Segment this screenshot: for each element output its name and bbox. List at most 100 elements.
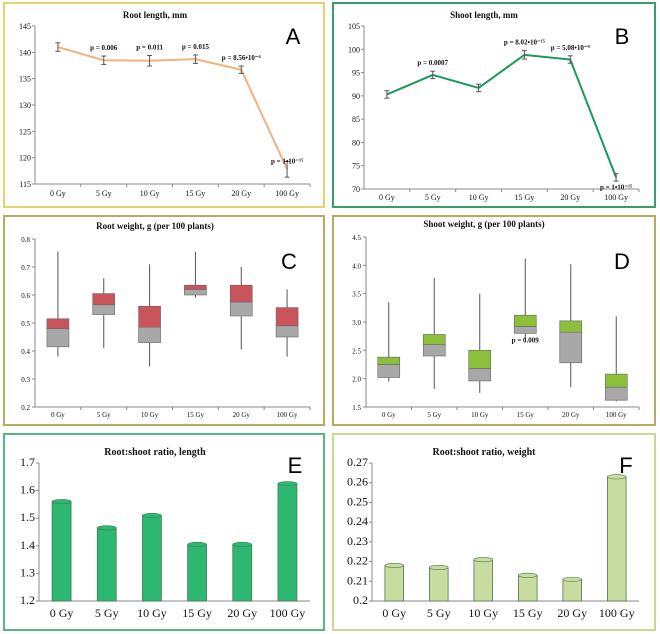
x-tick-label: 0 Gy bbox=[51, 411, 65, 419]
panel-letter: B bbox=[615, 24, 630, 49]
chart-title: Shoot weight, g (per 100 plants) bbox=[423, 219, 544, 229]
box-lower-quartile bbox=[468, 368, 492, 382]
x-tick-label: 15 Gy bbox=[513, 606, 543, 620]
y-tick-label: 0.24 bbox=[347, 514, 368, 528]
chart-shoot-length: Shoot length, mm B 70 75 80 85 90 95 100 105 0 Gy 5… bbox=[348, 10, 640, 202]
x-tick-label: 10 Gy bbox=[140, 189, 160, 198]
box-upper-quartile bbox=[92, 293, 116, 306]
box-upper-quartile bbox=[138, 305, 161, 328]
box-upper-quartile bbox=[377, 356, 401, 365]
y-tick-label: 1.6 bbox=[20, 483, 35, 497]
p-value-label: p = 1•10⁻¹⁵ bbox=[600, 183, 632, 191]
bar-cap bbox=[429, 564, 449, 570]
bar-cap bbox=[96, 525, 117, 531]
x-tick-label: 0 Gy bbox=[50, 606, 74, 620]
y-tick-label: 0.6 bbox=[21, 292, 30, 300]
panel-e-ratio-length: Root:shoot ratio, length E 1.2 1.3 1.4 1.5 1.6… bbox=[3, 433, 325, 631]
y-tick-label: 0.26 bbox=[347, 475, 368, 489]
bar-cap bbox=[232, 541, 253, 547]
x-tick-label: 15 Gy bbox=[187, 411, 205, 419]
box-lower-quartile bbox=[422, 344, 446, 357]
x-tick-label: 10 Gy bbox=[469, 193, 489, 202]
chart-root-weight: Root weight, g (per 100 plants) C 0.2 0.3 0.… bbox=[21, 221, 311, 419]
y-tick-label: 0.23 bbox=[347, 534, 368, 548]
y-tick-label: 145 bbox=[19, 22, 31, 31]
box-lower-quartile bbox=[138, 326, 161, 343]
y-tick-label: 95 bbox=[352, 69, 360, 78]
panel-letter: D bbox=[614, 249, 630, 274]
x-tick-label: 100 Gy bbox=[606, 411, 627, 419]
x-tick-label: 5 Gy bbox=[427, 411, 441, 419]
box-upper-quartile bbox=[468, 350, 492, 369]
x-tick-label: 20 Gy bbox=[560, 193, 580, 202]
box-upper-quartile bbox=[184, 284, 207, 290]
box-upper-quartile bbox=[604, 373, 628, 388]
box-upper-quartile bbox=[46, 318, 70, 329]
x-tick-label: 10 Gy bbox=[471, 411, 489, 419]
x-tick-label: 20 Gy bbox=[227, 606, 257, 620]
bar bbox=[277, 483, 298, 602]
y-tick-label: 105 bbox=[348, 22, 360, 31]
bar-cap bbox=[187, 541, 207, 547]
bar bbox=[187, 544, 207, 602]
panel-d-shoot-weight: Shoot weight, g (per 100 plants) D 1.5 2.0 2… bbox=[332, 215, 656, 426]
bar-cap bbox=[473, 557, 493, 563]
x-tick-label: 5 Gy bbox=[96, 189, 112, 198]
p-value-label: p = 5.08•10⁻⁹ bbox=[551, 44, 590, 52]
x-tick-label: 0 Gy bbox=[379, 193, 395, 202]
y-tick-label: 0.22 bbox=[347, 554, 368, 568]
x-tick-label: 15 Gy bbox=[182, 606, 212, 620]
y-tick-label: 0.21 bbox=[347, 573, 368, 587]
x-tick-label: 0 Gy bbox=[382, 411, 396, 419]
x-tick-label: 100 Gy bbox=[275, 189, 299, 198]
x-tick-label: 20 Gy bbox=[233, 411, 251, 419]
bar-cap bbox=[51, 499, 72, 505]
y-tick-label: 120 bbox=[19, 154, 31, 163]
box-upper-quartile bbox=[559, 320, 583, 333]
bar bbox=[607, 476, 627, 602]
y-tick-label: 1.5 bbox=[20, 510, 35, 524]
box-lower-quartile bbox=[377, 364, 401, 378]
box-lower-quartile bbox=[229, 301, 253, 317]
y-tick-label: 1.7 bbox=[20, 455, 35, 469]
p-value-label: p = 0.0007 bbox=[417, 59, 448, 67]
y-tick-label: 0.4 bbox=[21, 348, 30, 356]
p-value-label: p = 1•10⁻¹⁵ bbox=[271, 157, 303, 165]
x-tick-label: 5 Gy bbox=[427, 606, 451, 620]
y-tick-label: 1.5 bbox=[352, 404, 361, 412]
y-tick-label: 0.5 bbox=[21, 320, 30, 328]
x-tick-label: 5 Gy bbox=[425, 193, 441, 202]
y-tick-label: 3.0 bbox=[352, 319, 361, 327]
x-tick-label: 5 Gy bbox=[97, 411, 111, 419]
series-line bbox=[57, 46, 288, 170]
y-tick-label: 100 bbox=[348, 45, 360, 54]
y-tick-label: 140 bbox=[19, 48, 31, 57]
x-tick-label: 20 Gy bbox=[562, 411, 580, 419]
y-tick-label: 0.25 bbox=[347, 494, 368, 508]
p-value-label: p = 0.006 bbox=[90, 44, 118, 52]
p-value-label: p = 0.009 bbox=[512, 336, 540, 344]
y-tick-label: 85 bbox=[352, 115, 360, 124]
bar-cap bbox=[607, 474, 627, 480]
y-tick-label: 1.3 bbox=[20, 565, 35, 579]
panel-f-ratio-weight: Root:shoot ratio, weight F 0.2 0.21 0.22 0.23… bbox=[332, 433, 656, 631]
x-tick-label: 15 Gy bbox=[517, 411, 535, 419]
p-value-label: p = 8.56•10⁻⁶ bbox=[222, 54, 261, 62]
x-tick-label: 100 Gy bbox=[599, 606, 635, 620]
y-tick-label: 2.0 bbox=[352, 376, 361, 384]
y-tick-label: 75 bbox=[352, 162, 360, 171]
box-lower-quartile bbox=[46, 328, 70, 348]
bar bbox=[384, 565, 404, 602]
panel-c-root-weight: Root weight, g (per 100 plants) C 0.2 0.3 0.… bbox=[3, 215, 325, 426]
x-tick-label: 20 Gy bbox=[231, 189, 251, 198]
bar bbox=[518, 574, 538, 602]
y-tick-label: 125 bbox=[19, 127, 31, 136]
bar bbox=[232, 544, 253, 602]
y-tick-label: 1.4 bbox=[20, 538, 35, 552]
y-tick-label: 4.0 bbox=[352, 262, 361, 270]
chart-ratio-weight: Root:shoot ratio, weight F 0.2 0.21 0.22 0.23… bbox=[347, 447, 639, 620]
x-tick-label: 100 Gy bbox=[277, 411, 298, 419]
series-line bbox=[386, 53, 618, 178]
chart-title: Shoot length, mm bbox=[450, 10, 518, 20]
y-tick-label: 0.2 bbox=[353, 593, 368, 607]
